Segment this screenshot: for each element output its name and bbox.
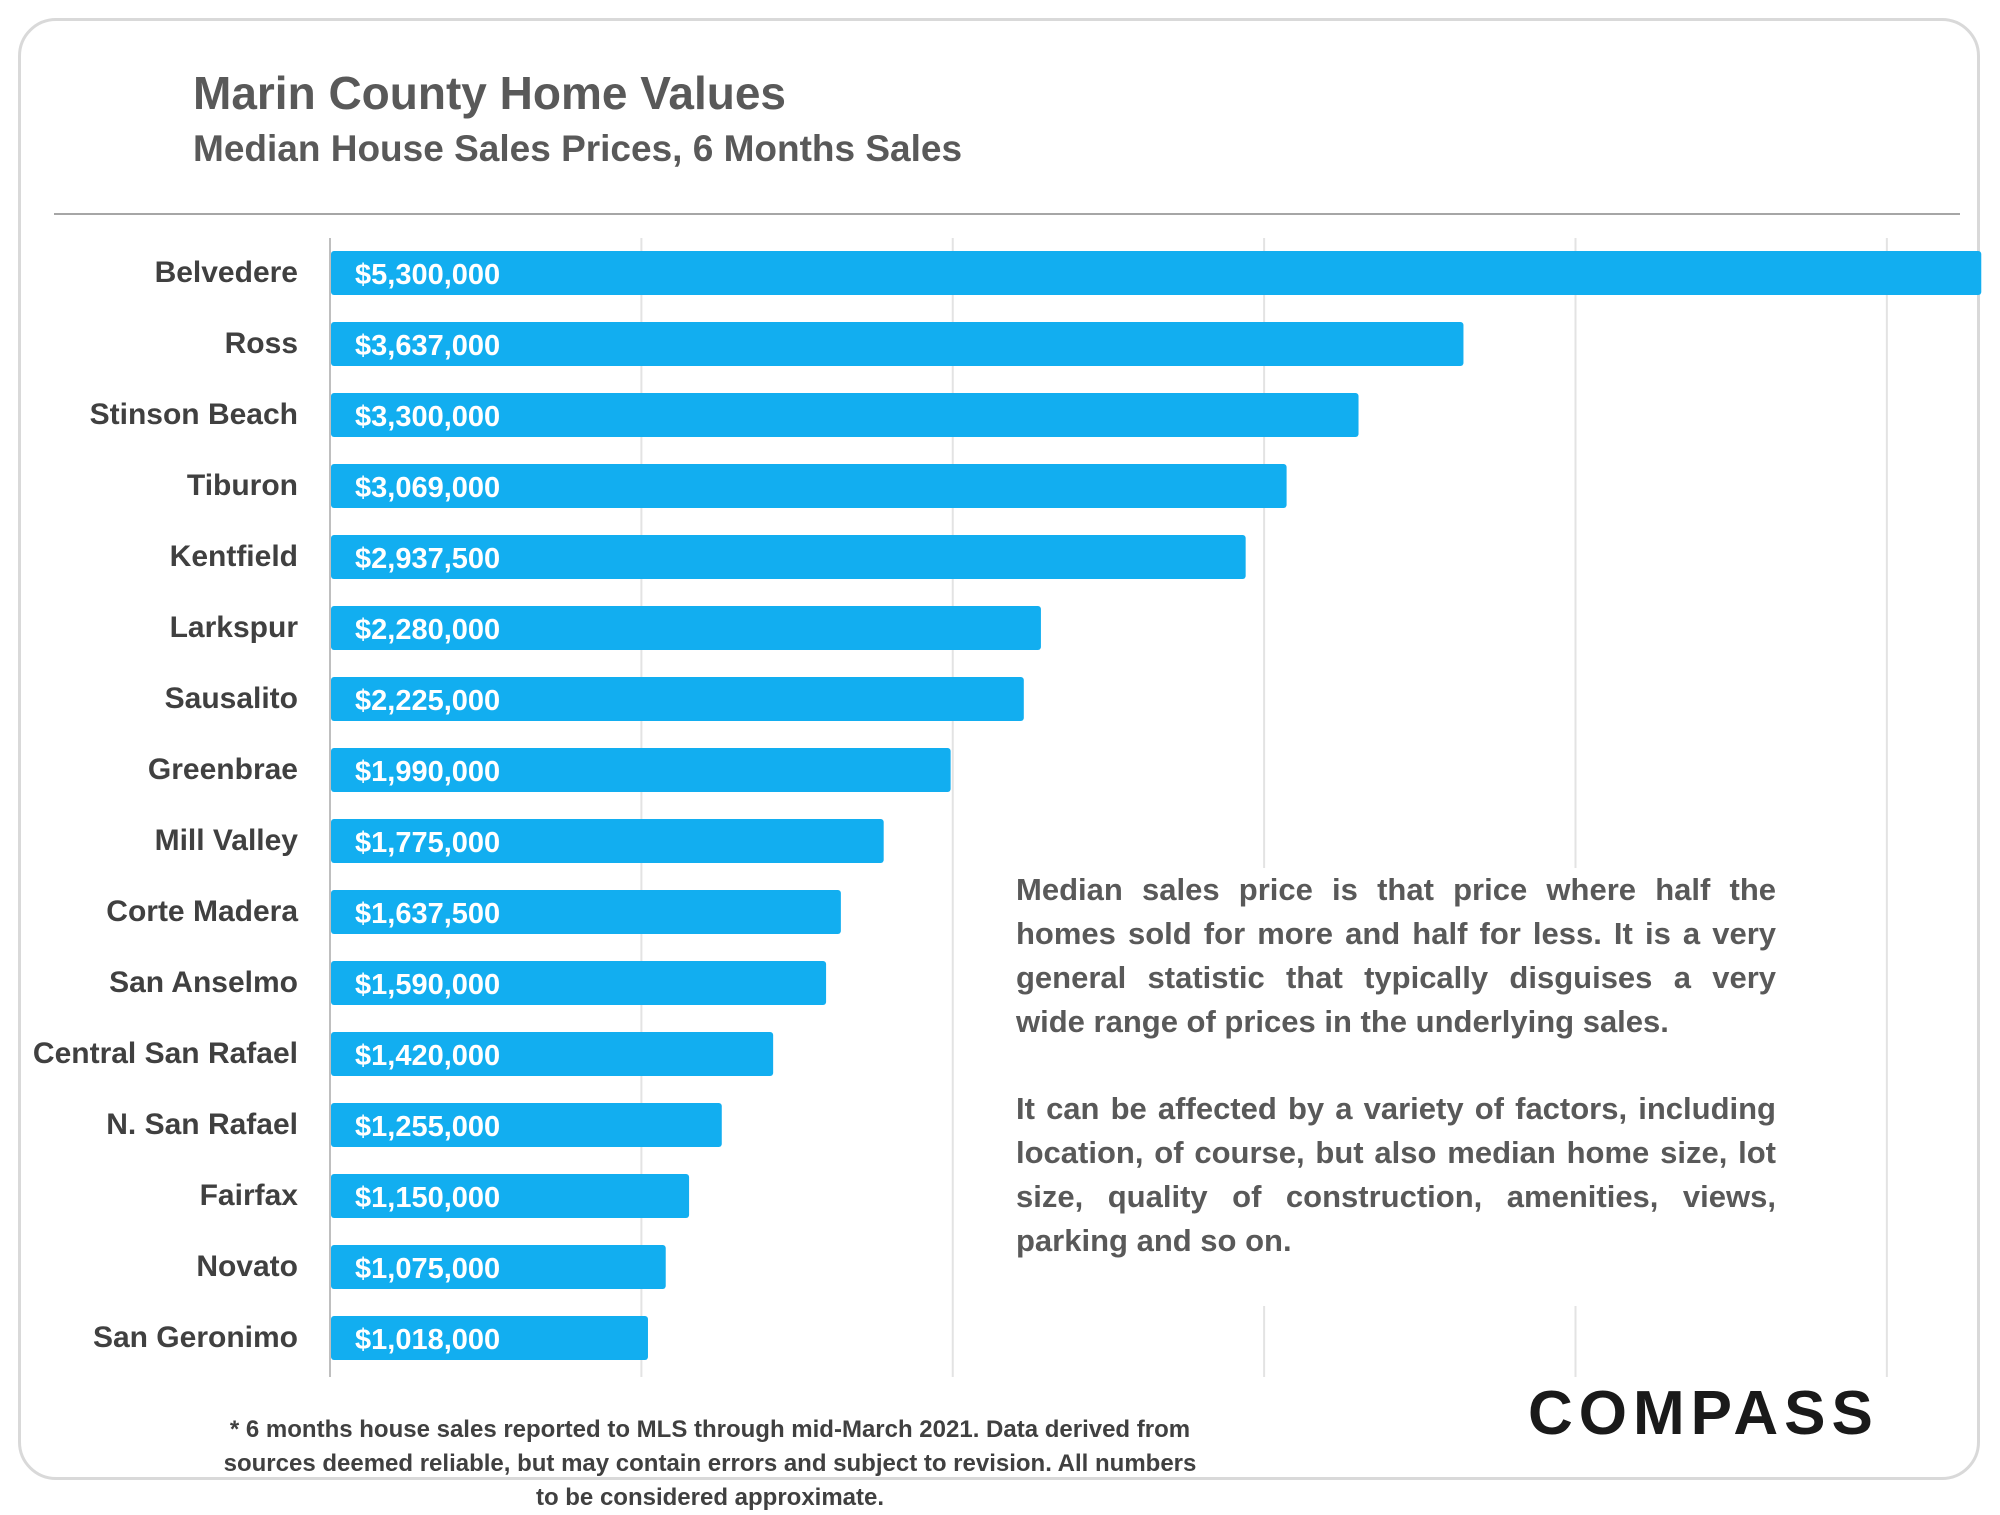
note-paragraph-2: It can be affected by a variety of facto… — [1016, 1091, 1776, 1258]
bar — [331, 1316, 648, 1360]
bar — [331, 606, 1041, 650]
bar-value-label: $2,225,000 — [355, 685, 500, 717]
category-label: Larkspur — [170, 611, 299, 644]
bar — [331, 1032, 774, 1076]
bar-value-label: $1,990,000 — [355, 756, 500, 788]
bar — [331, 251, 1982, 295]
bar-value-label: $1,018,000 — [355, 1324, 500, 1356]
bar — [331, 464, 1287, 508]
bar — [331, 890, 841, 934]
category-label: Fairfax — [200, 1179, 299, 1212]
bar-value-label: $3,637,000 — [355, 330, 500, 362]
category-label: Stinson Beach — [90, 398, 298, 431]
bar-value-label: $1,150,000 — [355, 1182, 500, 1214]
category-label: Novato — [196, 1250, 298, 1283]
bar — [331, 748, 951, 792]
category-label: San Geronimo — [93, 1321, 298, 1354]
title-divider — [54, 213, 1960, 215]
category-label: Ross — [225, 327, 298, 360]
category-label: Sausalito — [165, 682, 298, 715]
bar — [331, 393, 1359, 437]
compass-logo: COMPASS — [1528, 1379, 1879, 1448]
category-label: Mill Valley — [155, 824, 299, 857]
category-label: San Anselmo — [109, 966, 298, 999]
bar-value-label: $1,255,000 — [355, 1111, 500, 1143]
bar-value-label: $2,280,000 — [355, 614, 500, 646]
bar-value-label: $1,637,500 — [355, 898, 500, 930]
bar — [331, 1103, 722, 1147]
category-label: Greenbrae — [148, 753, 298, 786]
bar-value-label: $5,300,000 — [355, 259, 500, 291]
category-label: N. San Rafael — [106, 1108, 298, 1141]
bar-value-label: $1,775,000 — [355, 827, 500, 859]
bar — [331, 677, 1024, 721]
category-label: Corte Madera — [106, 895, 298, 928]
category-labels: $5,300,000 Belvedere $3,637,000 Ross $3,300,… — [33, 256, 500, 1356]
bar — [331, 322, 1464, 366]
bar — [331, 961, 827, 1005]
bar — [331, 1245, 666, 1289]
bar-value-label: $1,420,000 — [355, 1040, 500, 1072]
category-label: Central San Rafael — [33, 1037, 298, 1070]
bar-value-label: $1,590,000 — [355, 969, 500, 1001]
bar — [331, 819, 884, 863]
explanatory-note: Median sales price is that price where h… — [1016, 868, 1776, 1306]
bar-value-label: $1,075,000 — [355, 1253, 500, 1285]
chart-subtitle: Median House Sales Prices, 6 Months Sale… — [193, 128, 963, 169]
bar-value-label: $2,937,500 — [355, 543, 500, 575]
bar — [331, 535, 1246, 579]
chart-title: Marin County Home Values — [193, 67, 787, 119]
category-label: Tiburon — [187, 469, 298, 502]
bar-value-label: $3,300,000 — [355, 401, 500, 433]
category-label: Belvedere — [155, 256, 298, 289]
bar — [331, 1174, 690, 1218]
category-label: Kentfield — [170, 540, 298, 573]
bars — [331, 251, 1982, 1360]
bar-value-label: $3,069,000 — [355, 472, 500, 504]
note-paragraph-1: Median sales price is that price where h… — [1016, 872, 1776, 1039]
